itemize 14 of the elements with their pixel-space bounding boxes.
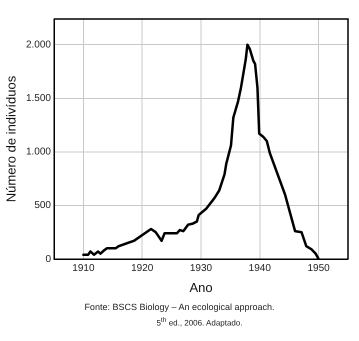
y-axis-title: Número de indivíduos	[3, 75, 18, 202]
y-tick-label: 0	[45, 254, 52, 265]
x-tick-label: 1940	[248, 262, 272, 274]
y-tick-label: 1.000	[26, 146, 52, 158]
y-tick-label: 1.500	[26, 93, 52, 104]
x-tick-label: 1930	[190, 262, 213, 274]
y-tick-label: 2.000	[26, 39, 52, 50]
x-axis-title: Ano	[189, 280, 213, 295]
source-note: Fonte: BSCS Biology – An ecological approach.	[83, 301, 276, 314]
x-tick-label: 1920	[131, 262, 154, 274]
y-tick-label: 500	[34, 200, 52, 212]
text: 5$^{th}$ ed., 2006. Adaptado.	[155, 316, 244, 330]
x-tick-label: 1910	[72, 262, 95, 274]
x-tick-label: 1950	[307, 262, 330, 274]
